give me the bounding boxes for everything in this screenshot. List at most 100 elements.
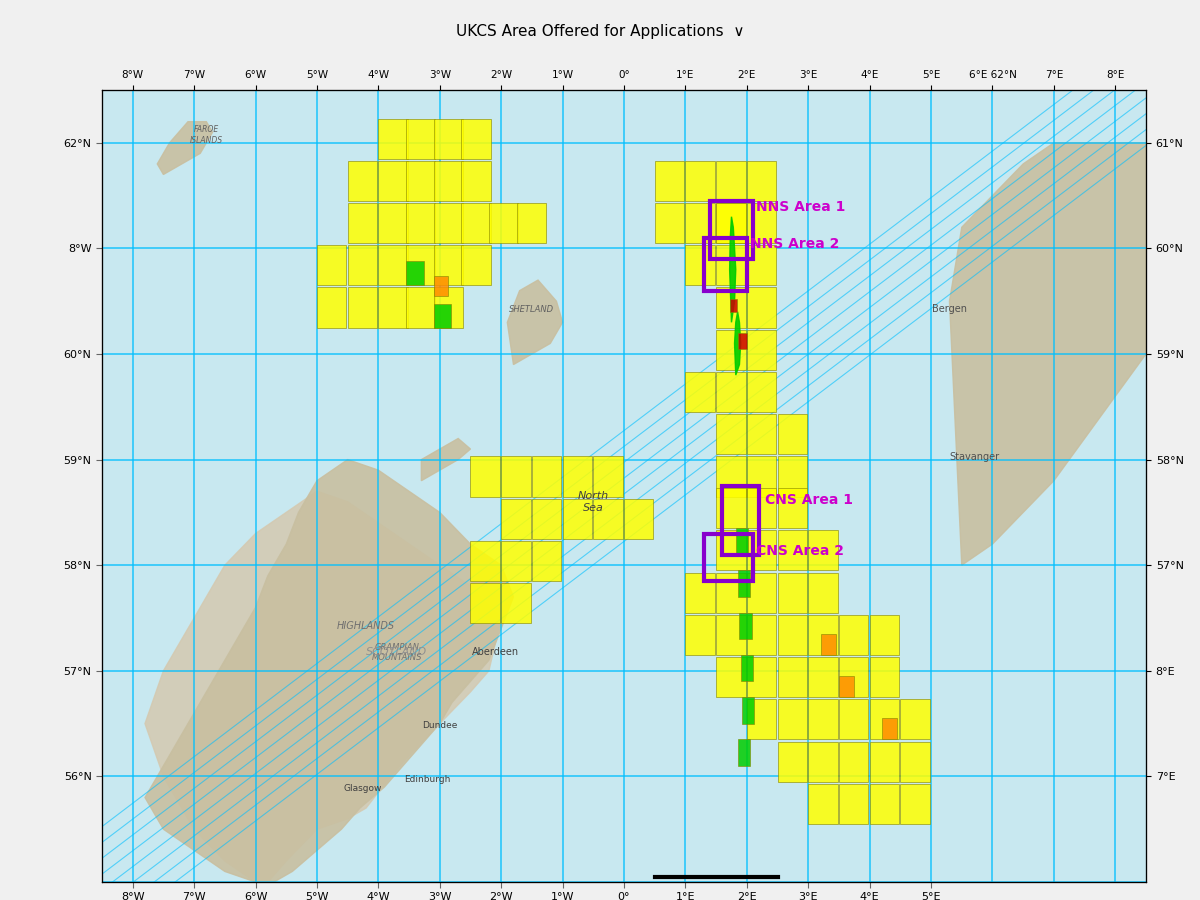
Bar — [809, 530, 838, 571]
Text: FAROE
ISLANDS: FAROE ISLANDS — [190, 125, 223, 145]
Bar — [348, 287, 377, 328]
Bar — [461, 245, 491, 285]
Bar — [870, 615, 899, 655]
Bar — [406, 119, 436, 158]
Bar — [685, 161, 715, 201]
Bar — [532, 541, 562, 581]
Bar — [746, 530, 776, 571]
Bar — [433, 303, 451, 328]
Bar — [839, 676, 854, 698]
Bar — [502, 541, 530, 581]
Bar — [406, 261, 424, 285]
Bar — [470, 541, 500, 581]
Bar — [716, 329, 745, 370]
Bar — [778, 488, 808, 528]
Polygon shape — [145, 460, 514, 882]
Bar — [685, 245, 715, 285]
Bar — [461, 119, 491, 158]
Bar — [563, 499, 592, 539]
Bar — [746, 161, 776, 201]
Text: NNS Area 1: NNS Area 1 — [756, 201, 846, 214]
Bar — [704, 238, 746, 291]
Bar — [839, 742, 869, 782]
Text: CNS Area 1: CNS Area 1 — [766, 493, 853, 507]
Bar — [742, 698, 754, 724]
Text: Stavanger: Stavanger — [949, 452, 1000, 462]
Bar — [716, 615, 745, 655]
Polygon shape — [734, 311, 740, 375]
Bar — [746, 372, 776, 412]
Bar — [433, 203, 463, 243]
Bar — [685, 615, 715, 655]
Bar — [736, 528, 748, 554]
Text: Glasgow: Glasgow — [344, 784, 382, 793]
Bar — [716, 530, 745, 571]
Text: SHETLAND: SHETLAND — [509, 305, 554, 314]
Bar — [730, 299, 737, 311]
Bar — [809, 742, 838, 782]
Text: HIGHLANDS: HIGHLANDS — [337, 621, 395, 631]
Bar — [716, 488, 745, 528]
Bar — [778, 699, 808, 740]
Bar — [716, 572, 745, 613]
Bar — [716, 287, 745, 328]
Text: GRAMPIAN
MOUNTAINS: GRAMPIAN MOUNTAINS — [372, 643, 422, 662]
Bar — [433, 276, 449, 296]
Bar — [593, 456, 623, 497]
Bar — [710, 201, 752, 259]
Bar — [378, 287, 408, 328]
Bar — [502, 456, 530, 497]
Bar — [502, 499, 530, 539]
Bar — [746, 203, 776, 243]
Text: Edinburgh: Edinburgh — [404, 775, 451, 784]
Bar — [433, 245, 463, 285]
Bar — [778, 615, 808, 655]
Bar — [809, 657, 838, 698]
Bar — [593, 499, 623, 539]
Polygon shape — [145, 491, 502, 882]
Bar — [722, 486, 760, 554]
Text: UKCS Area Offered for Applications  ∨: UKCS Area Offered for Applications ∨ — [456, 24, 744, 39]
Bar — [317, 287, 347, 328]
Bar — [406, 287, 436, 328]
Bar — [716, 414, 745, 454]
Bar — [746, 414, 776, 454]
Polygon shape — [421, 438, 470, 481]
Bar — [716, 203, 745, 243]
Bar — [461, 203, 491, 243]
Bar — [685, 203, 715, 243]
Bar — [870, 699, 899, 740]
Bar — [809, 699, 838, 740]
Bar — [716, 203, 745, 243]
Bar — [870, 657, 899, 698]
Bar — [738, 571, 750, 597]
Bar — [746, 699, 776, 740]
Bar — [839, 615, 869, 655]
Bar — [516, 203, 546, 243]
Bar — [778, 414, 808, 454]
Bar — [839, 784, 869, 824]
Bar — [488, 203, 518, 243]
Bar — [870, 784, 899, 824]
Polygon shape — [157, 122, 212, 175]
Bar — [778, 572, 808, 613]
Bar — [809, 615, 838, 655]
Bar — [740, 655, 752, 681]
Bar — [655, 203, 684, 243]
Polygon shape — [508, 280, 563, 364]
Bar — [348, 203, 377, 243]
Bar — [716, 456, 745, 497]
Bar — [746, 287, 776, 328]
Bar — [433, 119, 463, 158]
Bar — [746, 329, 776, 370]
Bar — [839, 657, 869, 698]
Bar — [716, 161, 745, 201]
Bar — [685, 372, 715, 412]
Bar — [821, 634, 836, 655]
Bar — [704, 534, 752, 581]
Bar — [746, 615, 776, 655]
Text: Aberdeen: Aberdeen — [472, 647, 518, 657]
Polygon shape — [949, 143, 1146, 565]
Bar — [839, 699, 869, 740]
Bar — [461, 161, 491, 201]
